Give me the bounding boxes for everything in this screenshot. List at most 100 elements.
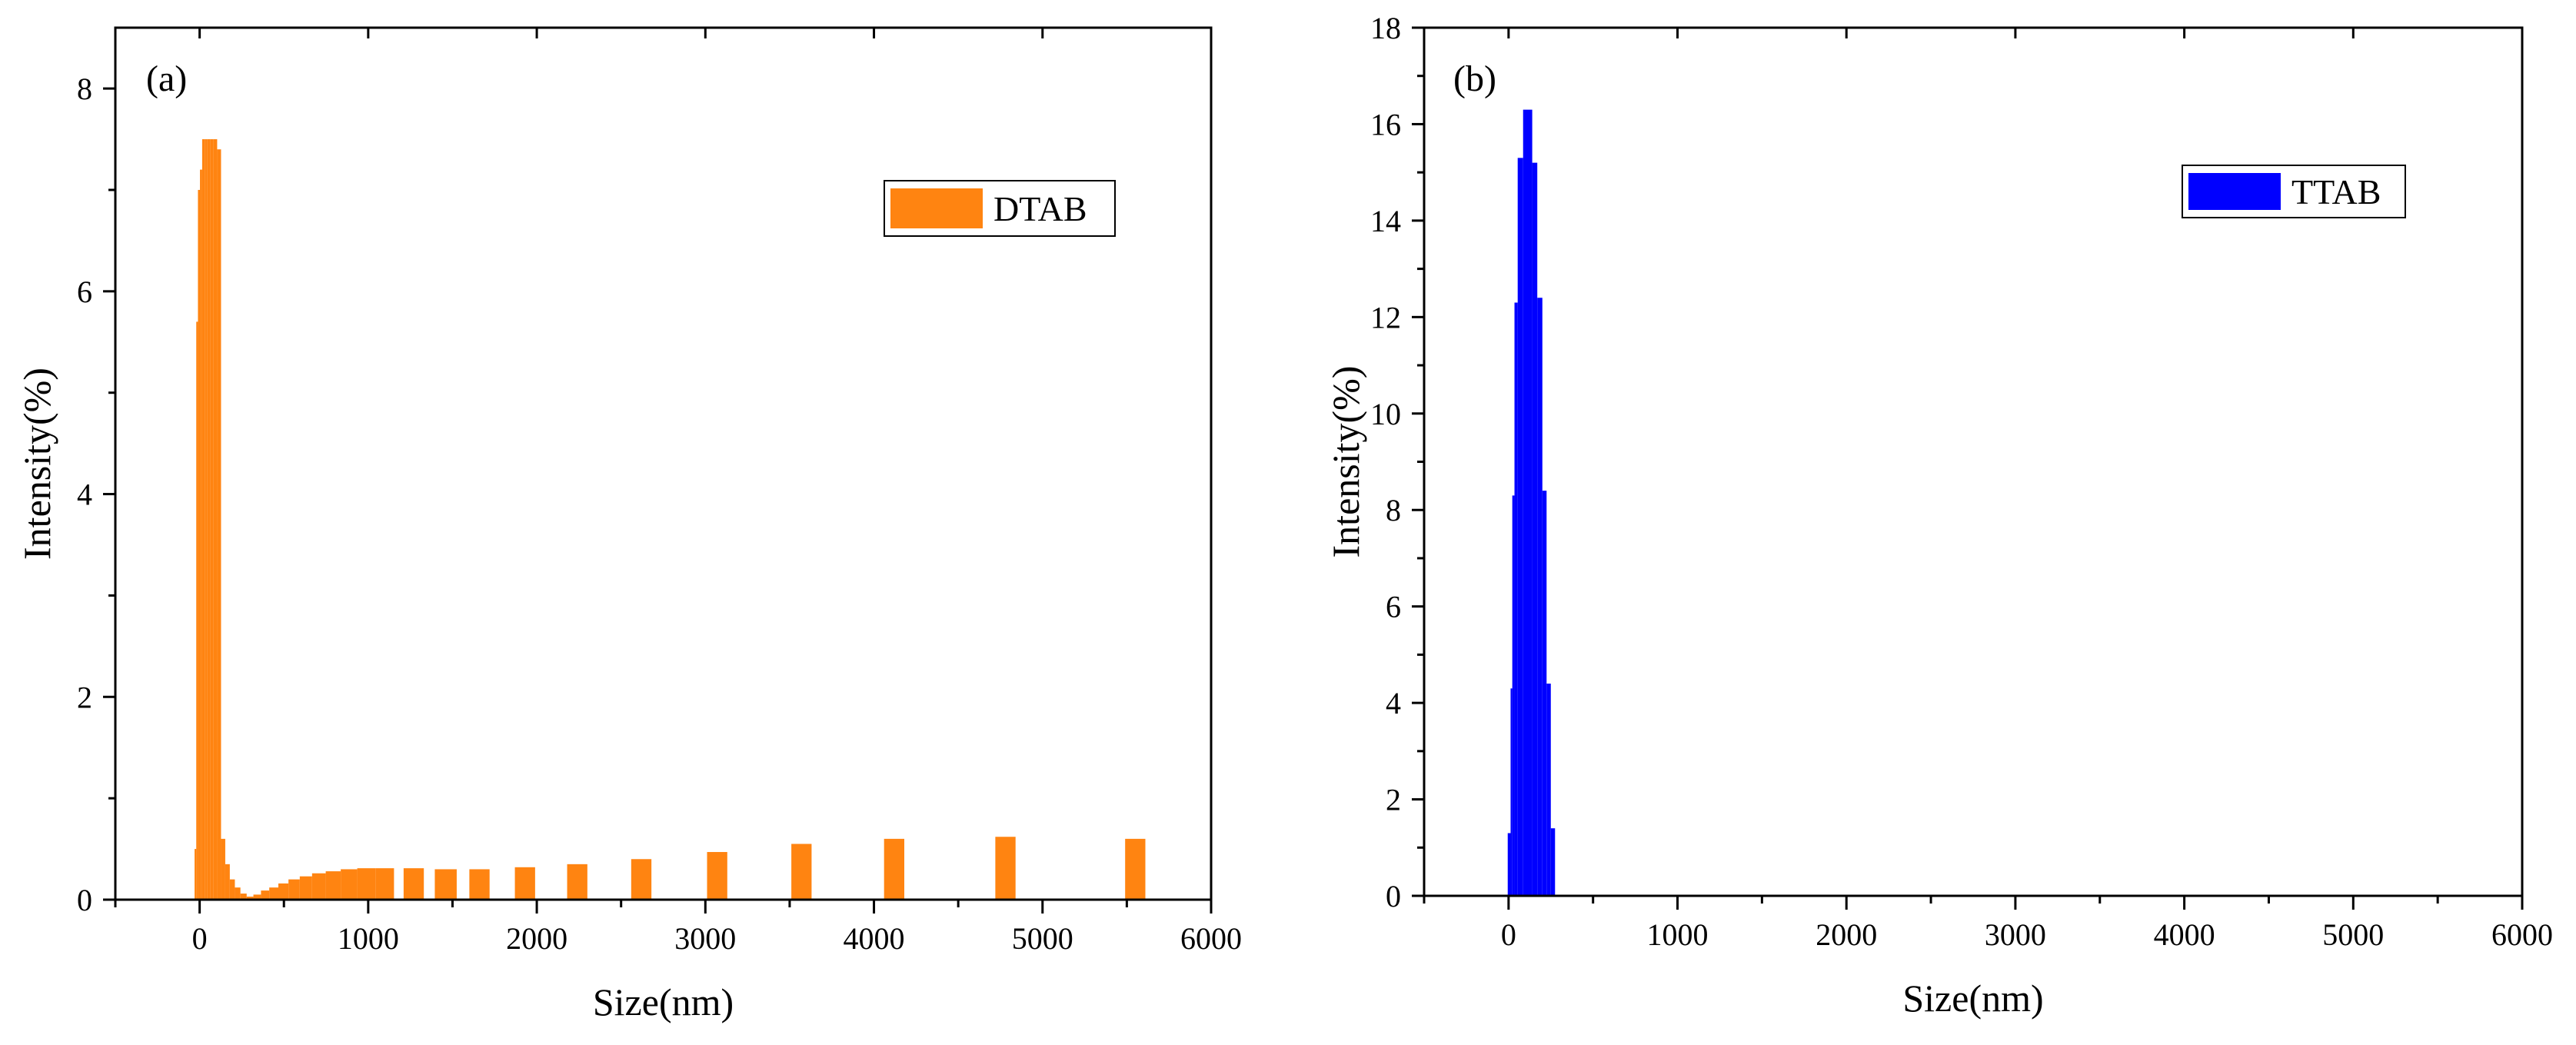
bar-17 [261, 890, 270, 900]
bar-4 [201, 139, 205, 900]
bar-21 [299, 876, 312, 900]
bar-37 [1125, 838, 1146, 900]
x-tick-label: 4000 [2154, 917, 2215, 952]
bar-28 [434, 869, 457, 900]
x-tick-label: 4000 [844, 921, 905, 956]
y-tick-label: 8 [1386, 493, 1401, 527]
legend-swatch-ttab [2188, 173, 2281, 210]
bar-14 [240, 894, 247, 900]
bar-5 [1523, 109, 1533, 896]
y-tick-label: 14 [1370, 204, 1401, 238]
x-axis-ticks-a: 0 1000 2000 3000 4000 5000 6000 [114, 28, 1242, 956]
chart-panel-a: 0 1000 2000 3000 4000 5000 6000 0 2 4 6 8 (a) Size… [15, 26, 1242, 1023]
bar-7 [1537, 298, 1543, 896]
x-axis-title-a: Size(nm) [593, 980, 734, 1023]
bar-1 [1510, 688, 1513, 896]
x-tick-label: 6000 [1180, 921, 1242, 956]
y-tick-label: 0 [77, 883, 92, 917]
bar-23 [325, 871, 341, 900]
bar-9 [1546, 684, 1551, 896]
bar-6 [1532, 162, 1538, 897]
x-axis-ticks-b: 0 1000 2000 3000 4000 5000 6000 [1423, 28, 2553, 952]
bar-30 [514, 867, 535, 900]
y-tick-label: 6 [77, 275, 92, 309]
y-axis-title-a: Intensity(%) [15, 368, 58, 560]
bar-26 [375, 868, 394, 900]
x-axis-title-b: Size(nm) [1902, 977, 2043, 1020]
bar-33 [707, 852, 727, 900]
bar-4 [1517, 158, 1523, 897]
x-tick-label: 0 [192, 921, 208, 956]
plot-frame-a [114, 26, 1213, 901]
bar-8 [1542, 491, 1547, 896]
x-tick-label: 3000 [674, 921, 736, 956]
bar-32 [631, 859, 652, 900]
bar-0 [195, 849, 197, 900]
bar-29 [469, 869, 490, 900]
bars-dtab [195, 139, 1146, 900]
legend-label-dtab: DTAB [993, 189, 1087, 228]
y-axis-ticks-b: 0 2 4 6 8 10 12 14 16 18 [1370, 11, 1424, 914]
panel-label-a: (a) [146, 58, 187, 99]
bar-24 [341, 869, 358, 900]
bar-35 [884, 838, 904, 900]
x-tick-label: 1000 [1647, 917, 1709, 952]
bar-2 [1512, 495, 1515, 896]
bar-10 [221, 838, 225, 900]
bar-12 [229, 879, 235, 900]
legend-swatch-dtab [890, 188, 983, 228]
bar-22 [311, 873, 326, 900]
y-tick-label: 2 [77, 680, 92, 714]
y-tick-label: 6 [1386, 590, 1401, 624]
x-tick-label: 6000 [2491, 917, 2553, 952]
bar-25 [357, 868, 376, 900]
x-tick-label: 2000 [506, 921, 567, 956]
bar-0 [1507, 833, 1511, 896]
bar-18 [269, 887, 278, 900]
x-tick-label: 0 [1501, 917, 1516, 952]
bar-9 [217, 149, 221, 900]
x-tick-label: 1000 [338, 921, 399, 956]
bar-20 [288, 879, 300, 900]
y-tick-label: 2 [1386, 783, 1401, 817]
x-tick-label: 5000 [1012, 921, 1073, 956]
bar-8 [213, 139, 218, 900]
bar-10 [1550, 828, 1556, 896]
bar-34 [791, 844, 812, 900]
bar-27 [403, 868, 424, 900]
x-tick-label: 5000 [2322, 917, 2384, 952]
y-axis-ticks-a: 0 2 4 6 8 [77, 72, 115, 917]
y-axis-title-b: Intensity(%) [1324, 366, 1367, 558]
y-tick-label: 18 [1370, 11, 1401, 45]
y-tick-label: 16 [1370, 107, 1401, 141]
y-tick-label: 4 [1386, 686, 1401, 721]
bar-19 [278, 883, 289, 900]
bar-36 [995, 837, 1016, 900]
x-tick-label: 3000 [1985, 917, 2046, 952]
plot-frame-b [1423, 26, 2524, 897]
legend-label-ttab: TTAB [2291, 172, 2381, 211]
bar-3 [1514, 302, 1518, 896]
chart-panel-b: 0 1000 2000 3000 4000 5000 6000 0 2 4 6 8 10 12 14 16 1… [1324, 11, 2553, 1020]
bar-13 [235, 887, 241, 900]
y-tick-label: 12 [1370, 300, 1401, 334]
bar-2 [198, 189, 201, 900]
bars-ttab [1507, 109, 1556, 897]
bar-3 [200, 169, 202, 900]
bar-6 [207, 139, 211, 900]
y-tick-label: 0 [1386, 879, 1401, 914]
bar-1 [196, 321, 198, 900]
bar-15 [246, 897, 254, 900]
bar-11 [225, 864, 230, 900]
bar-31 [567, 864, 587, 900]
y-tick-label: 10 [1370, 397, 1401, 431]
legend-b: TTAB [2182, 165, 2406, 218]
panel-label-b: (b) [1453, 58, 1496, 99]
bar-16 [253, 894, 261, 900]
y-tick-label: 8 [77, 72, 92, 106]
x-tick-label: 2000 [1816, 917, 1877, 952]
bar-7 [210, 139, 214, 900]
y-tick-label: 4 [77, 478, 92, 512]
legend-a: DTAB [884, 180, 1116, 237]
